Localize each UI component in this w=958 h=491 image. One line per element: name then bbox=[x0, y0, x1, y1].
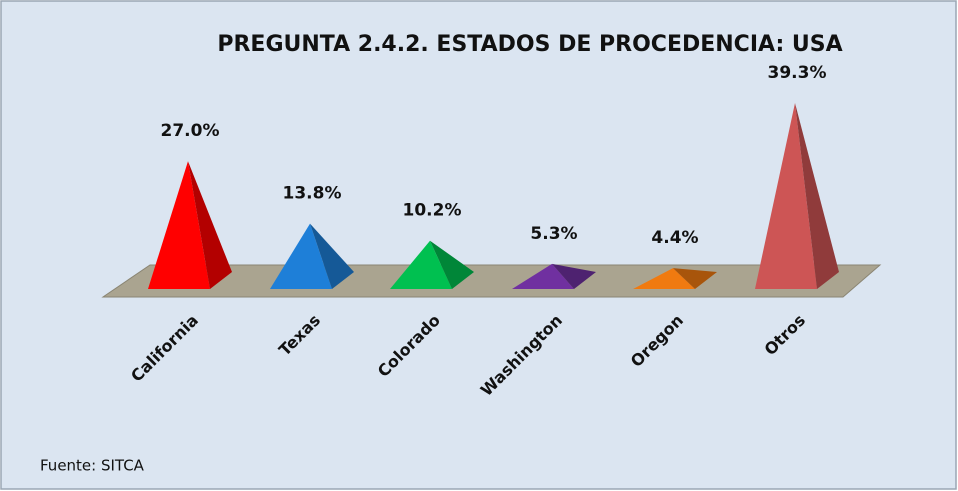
data-label: 10.2% bbox=[403, 201, 462, 221]
data-label: 5.3% bbox=[530, 224, 577, 244]
pyramid-side bbox=[673, 268, 717, 289]
pyramid-side bbox=[795, 103, 839, 289]
pyramid-side bbox=[430, 240, 474, 289]
pyramid-front bbox=[390, 240, 452, 289]
pyramid bbox=[390, 240, 474, 289]
pyramid-front bbox=[148, 161, 210, 289]
pyramid bbox=[512, 263, 596, 289]
pyramid bbox=[148, 161, 232, 289]
data-label: 13.8% bbox=[283, 184, 342, 204]
pyramid-front bbox=[512, 263, 574, 289]
data-label: 27.0% bbox=[161, 121, 220, 141]
chart-title: PREGUNTA 2.4.2. ESTADOS DE PROCEDENCIA: … bbox=[217, 32, 842, 57]
pyramid-front bbox=[755, 103, 817, 289]
data-label: 39.3% bbox=[768, 63, 827, 83]
data-label: 4.4% bbox=[651, 228, 698, 248]
pyramid-side bbox=[310, 223, 354, 289]
pyramid-front bbox=[633, 268, 695, 289]
pyramid-side bbox=[188, 161, 232, 289]
pyramid-front bbox=[270, 223, 332, 289]
pyramid-side bbox=[552, 263, 596, 289]
pyramid bbox=[270, 223, 354, 289]
pyramid bbox=[633, 268, 717, 289]
pyramid bbox=[755, 103, 839, 289]
source: Fuente: SITCA bbox=[40, 457, 145, 475]
